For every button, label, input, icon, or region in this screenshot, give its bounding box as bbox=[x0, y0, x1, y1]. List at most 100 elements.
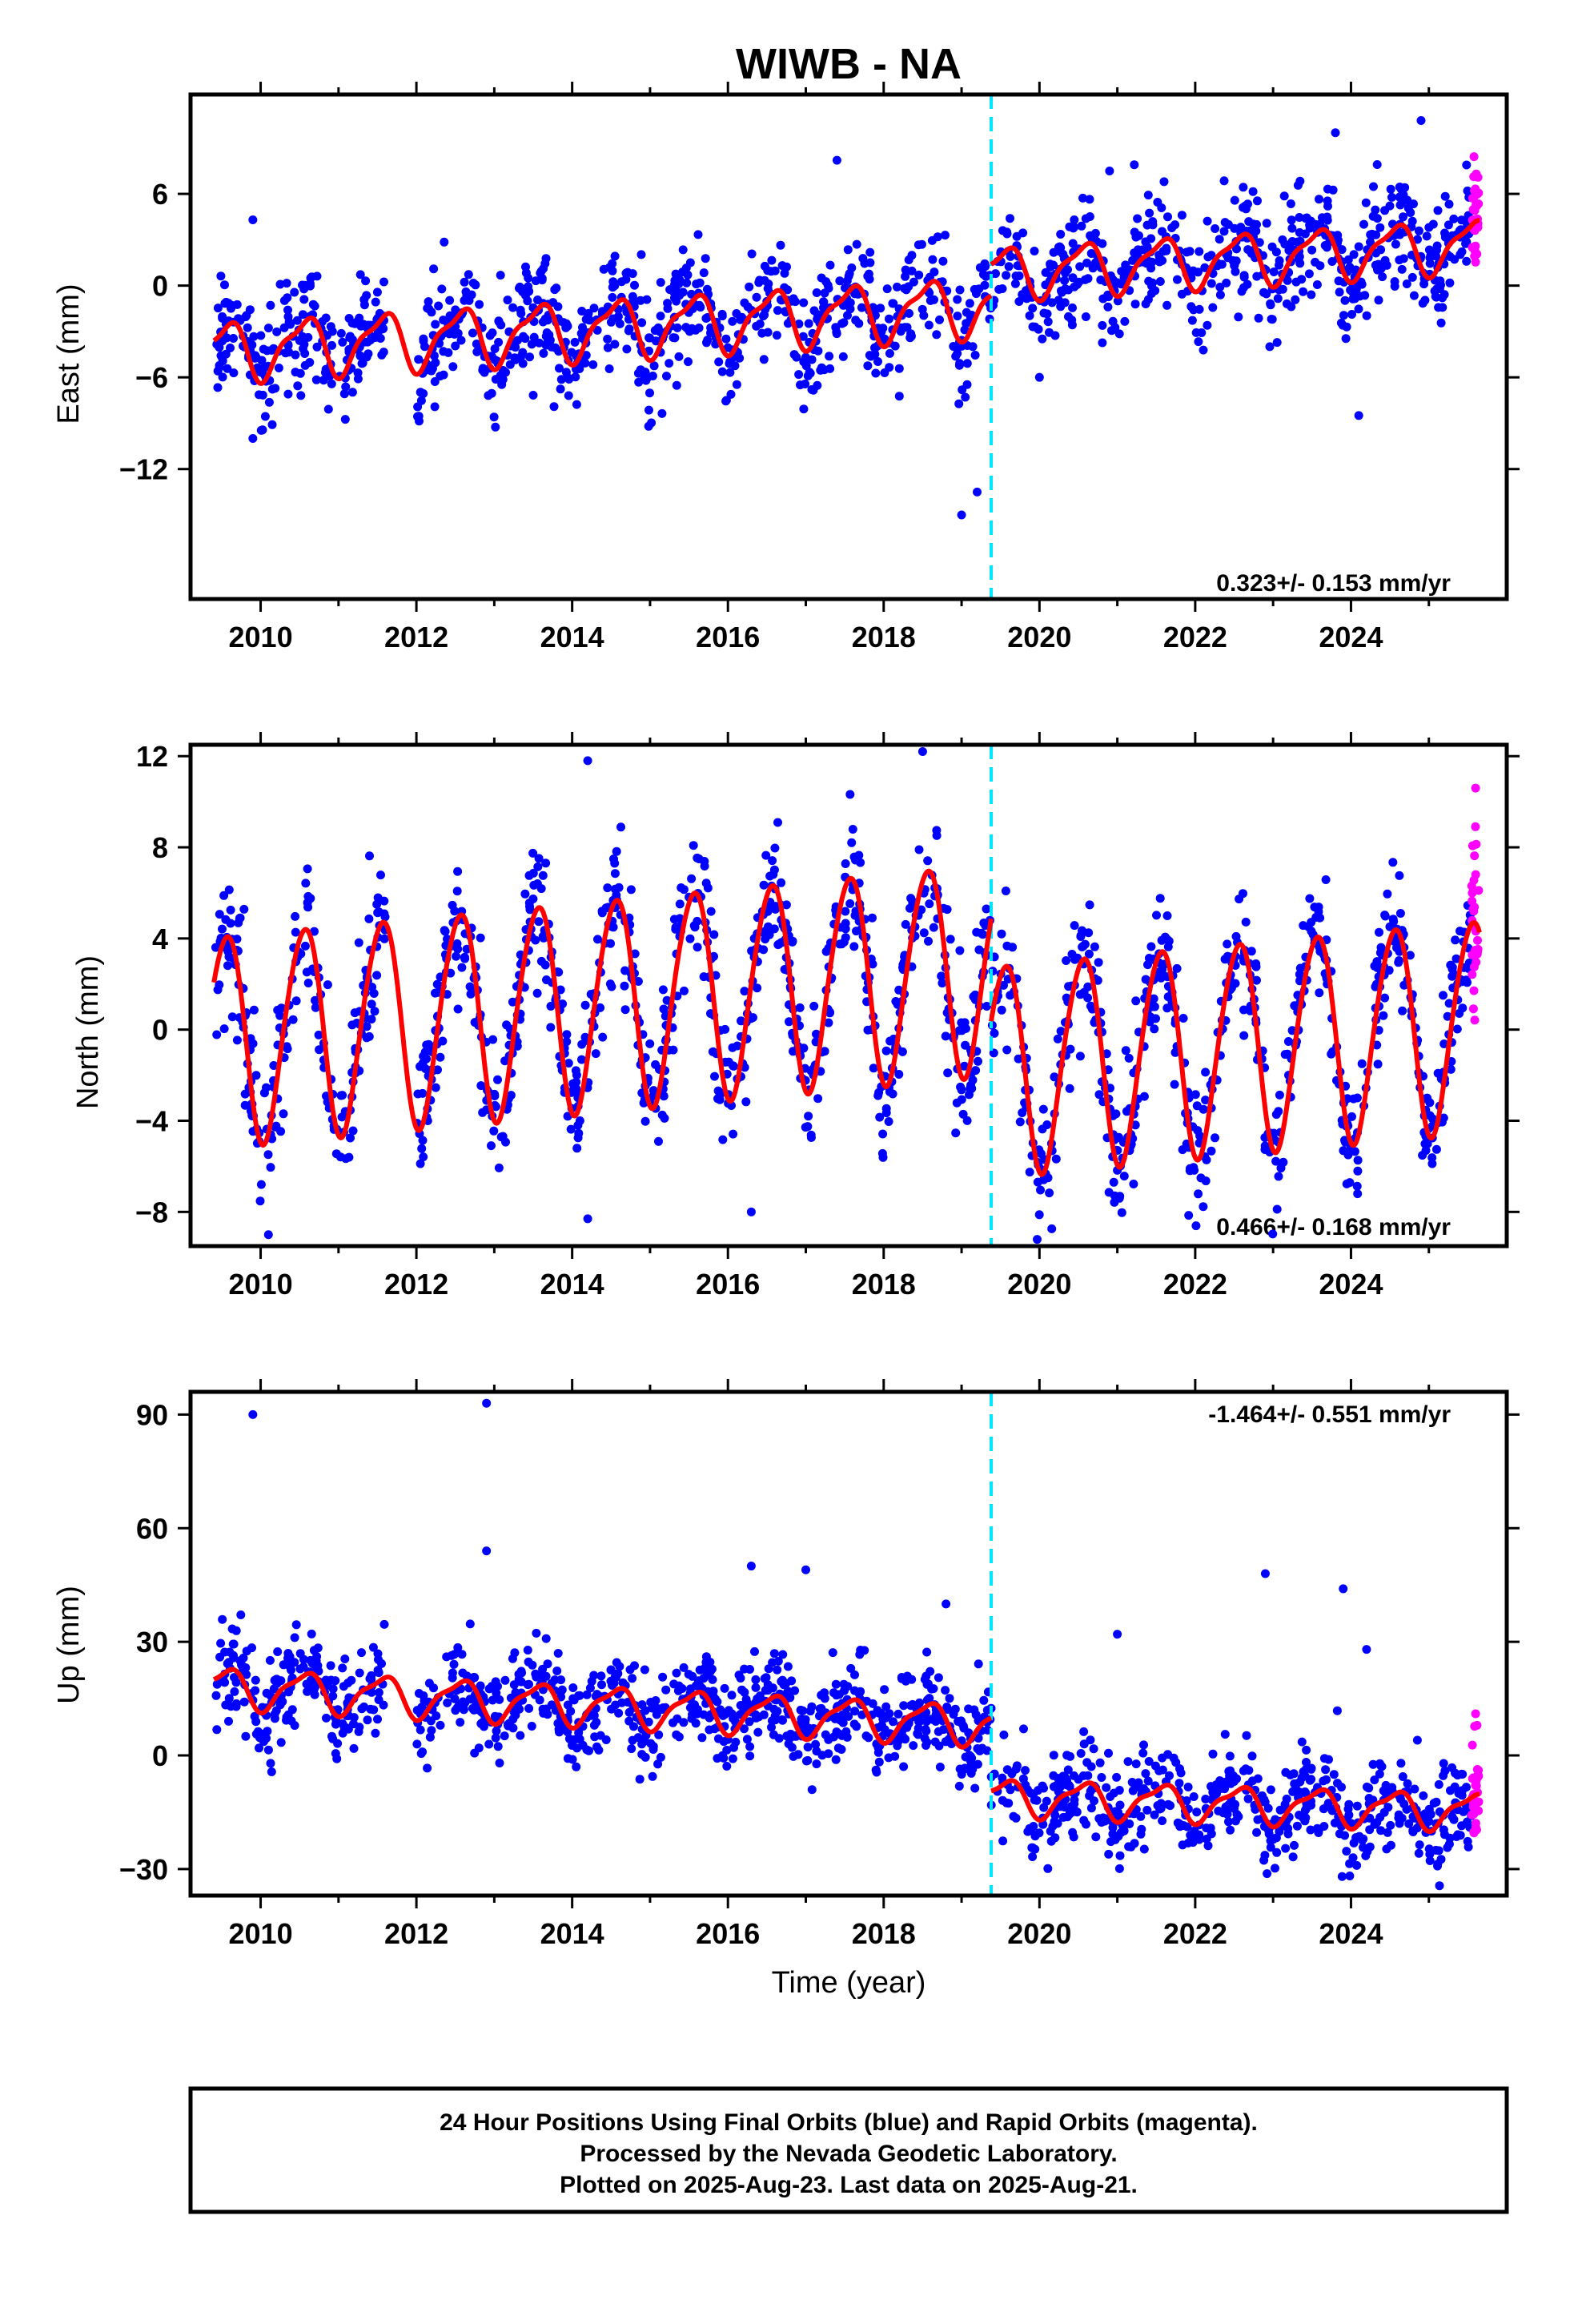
data-point bbox=[1290, 1779, 1299, 1788]
data-point bbox=[729, 1129, 738, 1139]
data-point bbox=[211, 943, 220, 952]
data-point bbox=[982, 1746, 992, 1755]
data-point bbox=[1468, 970, 1477, 979]
data-point bbox=[1177, 289, 1186, 299]
data-point bbox=[437, 284, 447, 294]
data-point bbox=[309, 1684, 319, 1694]
data-point bbox=[1405, 951, 1415, 960]
data-point bbox=[364, 1031, 374, 1041]
outlier-point bbox=[1034, 372, 1044, 382]
data-point bbox=[901, 919, 910, 929]
data-point bbox=[545, 336, 555, 345]
data-point bbox=[960, 1018, 970, 1027]
data-point bbox=[451, 1706, 460, 1715]
data-point bbox=[272, 327, 282, 336]
data-point bbox=[1353, 1156, 1363, 1165]
data-point bbox=[929, 923, 938, 932]
data-point bbox=[1347, 310, 1356, 319]
data-point bbox=[1295, 259, 1305, 268]
data-point bbox=[620, 966, 630, 975]
data-point bbox=[1062, 956, 1071, 965]
data-point bbox=[472, 340, 481, 348]
data-point bbox=[1399, 212, 1407, 222]
data-point bbox=[1271, 247, 1281, 257]
data-point bbox=[637, 1750, 647, 1759]
data-point bbox=[1162, 246, 1171, 255]
data-point bbox=[1182, 247, 1191, 257]
data-point bbox=[296, 391, 306, 400]
data-point bbox=[573, 1133, 583, 1143]
data-point bbox=[524, 1703, 534, 1713]
data-point bbox=[525, 352, 534, 362]
data-point bbox=[215, 910, 224, 919]
data-point bbox=[720, 1683, 729, 1693]
data-point bbox=[612, 891, 621, 900]
data-point bbox=[970, 351, 980, 360]
data-point bbox=[1413, 235, 1422, 244]
data-point bbox=[1196, 1173, 1206, 1183]
data-point bbox=[850, 1670, 859, 1679]
data-point bbox=[365, 1674, 375, 1683]
data-point bbox=[255, 390, 263, 400]
data-point bbox=[795, 1003, 805, 1012]
data-point bbox=[1359, 1834, 1368, 1844]
data-point bbox=[809, 306, 819, 316]
data-point bbox=[572, 1762, 581, 1771]
data-point bbox=[937, 971, 946, 981]
data-point bbox=[1382, 1844, 1391, 1854]
data-point bbox=[1192, 1807, 1202, 1817]
data-point bbox=[419, 1152, 428, 1162]
data-point bbox=[267, 420, 277, 429]
north-points bbox=[211, 747, 1484, 1244]
y-tick-label: 0 bbox=[152, 1014, 168, 1047]
data-point bbox=[1041, 267, 1050, 277]
data-point bbox=[1425, 1098, 1435, 1108]
outlier-point bbox=[1105, 166, 1114, 175]
outlier-point bbox=[1471, 1709, 1480, 1719]
data-point bbox=[1377, 1762, 1387, 1771]
data-point bbox=[263, 324, 273, 333]
data-point bbox=[1042, 1120, 1052, 1129]
data-point bbox=[922, 1738, 932, 1747]
data-point bbox=[1178, 1840, 1187, 1850]
data-point bbox=[1375, 1769, 1384, 1779]
data-point bbox=[218, 372, 227, 382]
data-point bbox=[534, 854, 544, 863]
data-point bbox=[1383, 1803, 1393, 1812]
data-point bbox=[645, 1039, 655, 1048]
data-point bbox=[1414, 226, 1423, 235]
data-point bbox=[925, 1694, 934, 1703]
data-point bbox=[974, 284, 984, 294]
data-point bbox=[1114, 1864, 1124, 1873]
data-point bbox=[590, 1732, 600, 1742]
data-point bbox=[1125, 1819, 1134, 1828]
data-point bbox=[607, 1704, 616, 1714]
data-point bbox=[309, 1646, 319, 1655]
data-point bbox=[1114, 329, 1124, 339]
x-tick-label: 2010 bbox=[229, 1268, 293, 1301]
data-point bbox=[654, 1136, 663, 1146]
data-point bbox=[956, 1082, 966, 1092]
data-point bbox=[1306, 216, 1315, 226]
data-point bbox=[825, 260, 835, 270]
data-point bbox=[737, 1016, 745, 1026]
data-point bbox=[538, 870, 548, 880]
data-point bbox=[295, 1664, 305, 1674]
data-point bbox=[1339, 311, 1348, 320]
data-point bbox=[932, 330, 942, 340]
data-point bbox=[1178, 1014, 1188, 1023]
data-point bbox=[259, 1088, 269, 1098]
data-point bbox=[831, 1755, 841, 1764]
data-point bbox=[740, 987, 749, 996]
data-point bbox=[1329, 1770, 1339, 1779]
data-point bbox=[465, 1619, 475, 1629]
data-point bbox=[232, 1035, 242, 1045]
data-point bbox=[433, 1065, 442, 1075]
data-point bbox=[424, 297, 433, 307]
data-point bbox=[669, 915, 679, 924]
x-tick-label: 2018 bbox=[852, 621, 916, 653]
data-point bbox=[770, 843, 780, 853]
x-axis-label: Time (year) bbox=[772, 1966, 926, 2000]
data-point bbox=[885, 1036, 895, 1046]
data-point bbox=[1199, 345, 1208, 355]
